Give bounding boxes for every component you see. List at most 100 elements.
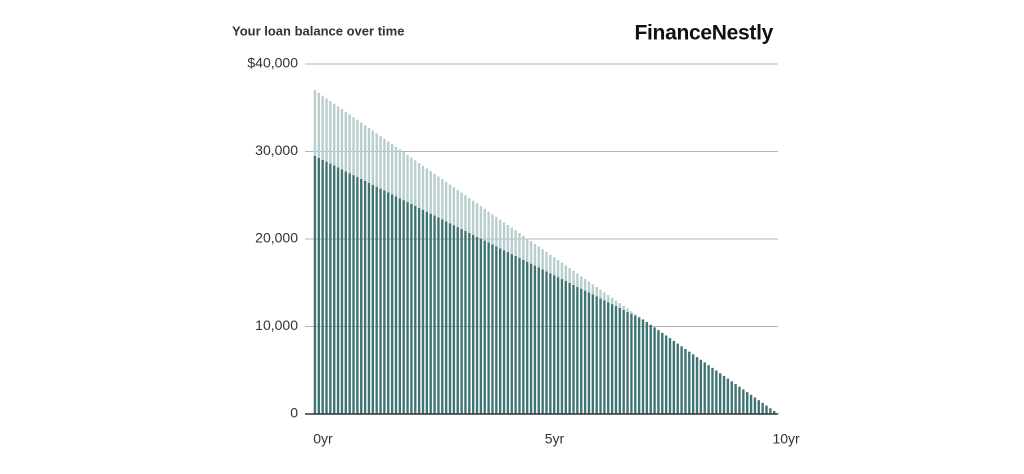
bar-segment <box>549 273 552 414</box>
bar-segment <box>595 296 598 414</box>
bar-segment <box>417 207 421 414</box>
bar-segment <box>618 303 622 308</box>
bar-segment <box>603 292 606 301</box>
bar-segment <box>568 268 571 283</box>
bar-segment <box>699 359 703 414</box>
bar-segment <box>622 309 625 414</box>
bar-segment <box>529 263 533 414</box>
bar-segment <box>313 155 317 414</box>
bar-segment <box>688 351 691 414</box>
bar-segment <box>626 311 629 414</box>
bar-segment <box>564 265 567 281</box>
bar-segment <box>533 265 537 414</box>
x-tick-label: 10yr <box>772 431 800 447</box>
bar-segment <box>553 257 556 276</box>
bar-segment <box>749 394 753 414</box>
bar-segment <box>734 384 737 414</box>
bar-segment <box>344 171 348 414</box>
bar-segment <box>475 236 479 414</box>
bar-segment <box>479 206 483 239</box>
bar-segment <box>560 262 564 280</box>
bar-segment <box>549 254 552 274</box>
bar-segment <box>564 281 567 414</box>
bar-segment <box>448 184 452 224</box>
bar-segment <box>344 111 348 172</box>
bar-segment <box>329 101 332 164</box>
bar-segment <box>707 365 710 414</box>
bar-segment <box>325 161 328 414</box>
bar-segment <box>495 216 498 247</box>
bar-segment <box>433 173 436 216</box>
bar-segment <box>603 300 606 414</box>
bar-segment <box>398 149 402 199</box>
bar-segment <box>325 98 328 162</box>
bar-segment <box>429 171 432 214</box>
bar-segment <box>730 381 733 414</box>
bar-segment <box>657 330 660 414</box>
bar-segment <box>607 295 610 303</box>
bar-segment <box>576 286 579 414</box>
bar-segment <box>433 215 436 414</box>
bar-segment <box>340 109 344 170</box>
bar-segment <box>491 244 494 414</box>
bar-segment <box>622 305 625 310</box>
bar-segment <box>464 230 467 414</box>
y-tick-label: 30,000 <box>255 142 298 158</box>
bar-segment <box>703 362 706 414</box>
bar-segment <box>591 294 595 414</box>
bar-segment <box>726 378 730 414</box>
bar-segment <box>452 187 456 226</box>
bar-segment <box>321 95 324 160</box>
bar-segment <box>634 313 637 316</box>
bar-segment <box>614 300 618 307</box>
bar-segment <box>468 232 471 414</box>
bar-segment <box>371 184 375 414</box>
bar-segment <box>471 234 475 414</box>
bar-segment <box>437 176 440 218</box>
bar-segment <box>464 195 467 231</box>
bar-segment <box>572 284 575 414</box>
bar-segment <box>360 122 363 179</box>
bar-segment <box>456 227 459 414</box>
bar-segment <box>421 165 425 210</box>
bar-segment <box>406 154 409 203</box>
bar-segment <box>653 327 656 414</box>
bar-segment <box>352 175 355 414</box>
bar-segment <box>753 397 757 414</box>
bar-segment <box>468 198 471 233</box>
bar-segment <box>580 276 583 289</box>
bar-segment <box>502 222 506 251</box>
bar-segment <box>526 238 529 262</box>
bar-segment <box>506 252 510 414</box>
bar-segment <box>599 289 602 299</box>
bar-segment <box>610 304 614 414</box>
bar-segment <box>336 167 340 414</box>
bar-segment <box>398 198 402 414</box>
bar-segment <box>649 324 652 414</box>
bar-segment <box>387 192 390 414</box>
bar-segment <box>317 157 320 415</box>
brand-logo: FinanceNestly <box>635 22 774 45</box>
bar-segment <box>390 144 394 195</box>
bar-segment <box>510 254 513 414</box>
bar-segment <box>367 182 371 414</box>
bar-segment <box>580 288 583 414</box>
bar-segment <box>695 357 699 414</box>
bar-segment <box>491 214 494 245</box>
bar-segment <box>379 136 382 189</box>
bar-segment <box>356 119 359 178</box>
bar-segment <box>321 159 324 414</box>
bar-segment <box>533 243 537 266</box>
bar-segment <box>610 297 614 305</box>
bar-segment <box>363 125 367 181</box>
bar-segment <box>383 138 386 191</box>
bar-segment <box>425 168 429 212</box>
bar-segment <box>367 127 371 183</box>
bar-segment <box>348 173 351 414</box>
bar-segment <box>460 229 463 414</box>
bar-segment <box>425 211 429 414</box>
bar-segment <box>448 223 452 414</box>
bar-segment <box>456 189 459 228</box>
bar-segment <box>333 103 336 166</box>
